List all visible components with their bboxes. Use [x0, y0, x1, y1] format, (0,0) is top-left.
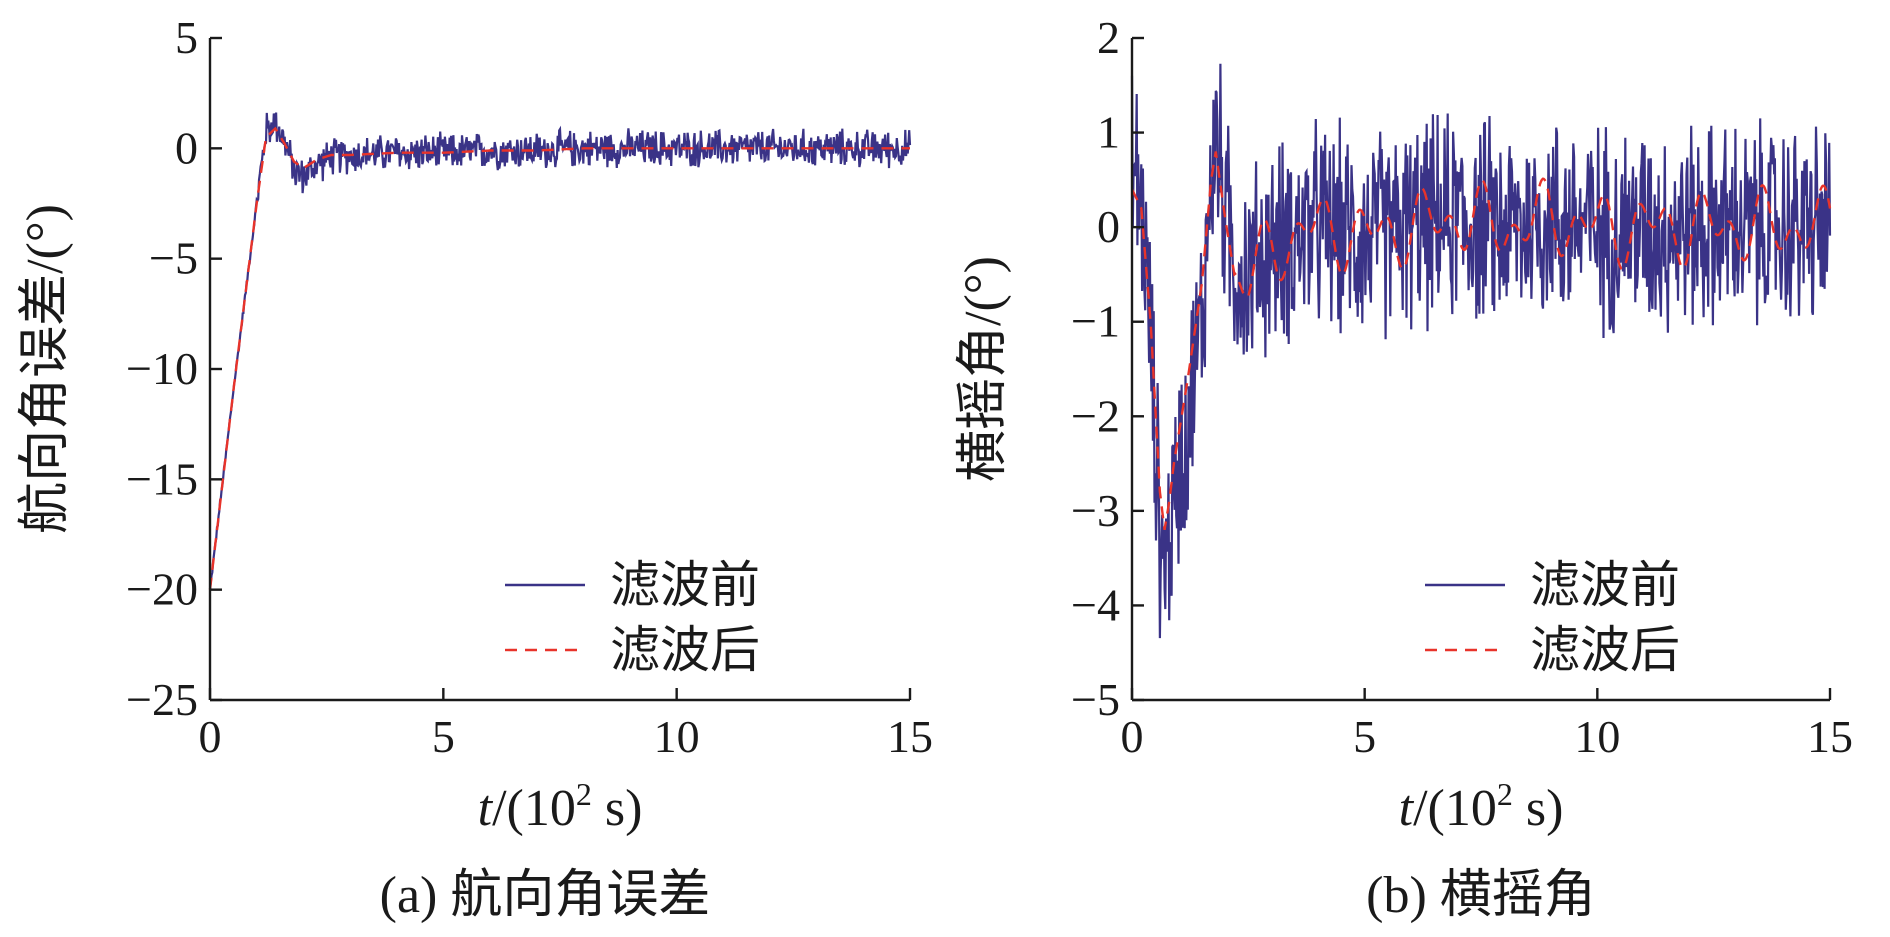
x-tick-label: 5: [432, 711, 455, 762]
series-layer: [208, 112, 912, 590]
y-tick-label: −25: [126, 674, 198, 725]
y-tick-label: −1: [1071, 296, 1120, 347]
legend-label-raw: 滤波前: [1530, 557, 1680, 613]
y-tick-label: −3: [1071, 485, 1120, 536]
x-tick-label: 15: [1807, 711, 1853, 762]
legend: 滤波前 滤波后: [1425, 557, 1680, 678]
series-line-raw: [208, 112, 912, 590]
x-axis-label: t/(102 s): [478, 776, 643, 837]
chart-panel-heading-error: 50−5−10−15−20−250 5 10 15 航向角误差/(°) t/(102 …: [17, 12, 933, 924]
axes-layer: 210−1−2−3−4−50 5 10 15: [1071, 12, 1853, 762]
panel-caption: (b) 横摇角: [1366, 867, 1596, 924]
x-tick-label: 15: [887, 711, 933, 762]
y-tick-label: 5: [175, 12, 198, 63]
y-tick-label: −2: [1071, 390, 1120, 441]
chart-panel-roll-angle: 210−1−2−3−4−50 5 10 15 横摇角/(°) t/(102 s) (b…: [955, 12, 1853, 924]
y-tick-label: −20: [126, 564, 198, 615]
series-line-raw: [1130, 63, 1832, 639]
x-tick-label: 5: [1353, 711, 1376, 762]
x-tick-label: 0: [1121, 711, 1144, 762]
y-tick-label: 0: [1097, 201, 1120, 252]
axes-layer: 50−5−10−15−20−250 5 10 15: [126, 12, 933, 762]
legend-label-filtered: 滤波后: [1530, 622, 1680, 678]
y-tick-label: −10: [126, 343, 198, 394]
y-tick-label: −4: [1071, 579, 1120, 630]
y-tick-label: 1: [1097, 107, 1120, 158]
y-tick-label: −5: [149, 233, 198, 284]
y-axis-label: 横摇角/(°): [955, 256, 1012, 482]
legend: 滤波前 滤波后: [505, 557, 760, 678]
y-tick-label: −5: [1071, 674, 1120, 725]
y-tick-label: 0: [175, 122, 198, 173]
x-tick-label: 10: [654, 711, 700, 762]
y-axis-label: 航向角误差/(°): [17, 204, 74, 534]
x-tick-label: 0: [199, 711, 222, 762]
y-tick-label: −15: [126, 453, 198, 504]
series-layer: [1130, 63, 1832, 639]
y-tick-label: 2: [1097, 12, 1120, 63]
x-axis-label: t/(102 s): [1399, 776, 1564, 837]
panel-caption: (a) 航向角误差: [380, 867, 711, 924]
legend-label-filtered: 滤波后: [610, 622, 760, 678]
x-tick-label: 10: [1574, 711, 1620, 762]
legend-label-raw: 滤波前: [610, 557, 760, 613]
series-line-filtered: [208, 126, 910, 590]
